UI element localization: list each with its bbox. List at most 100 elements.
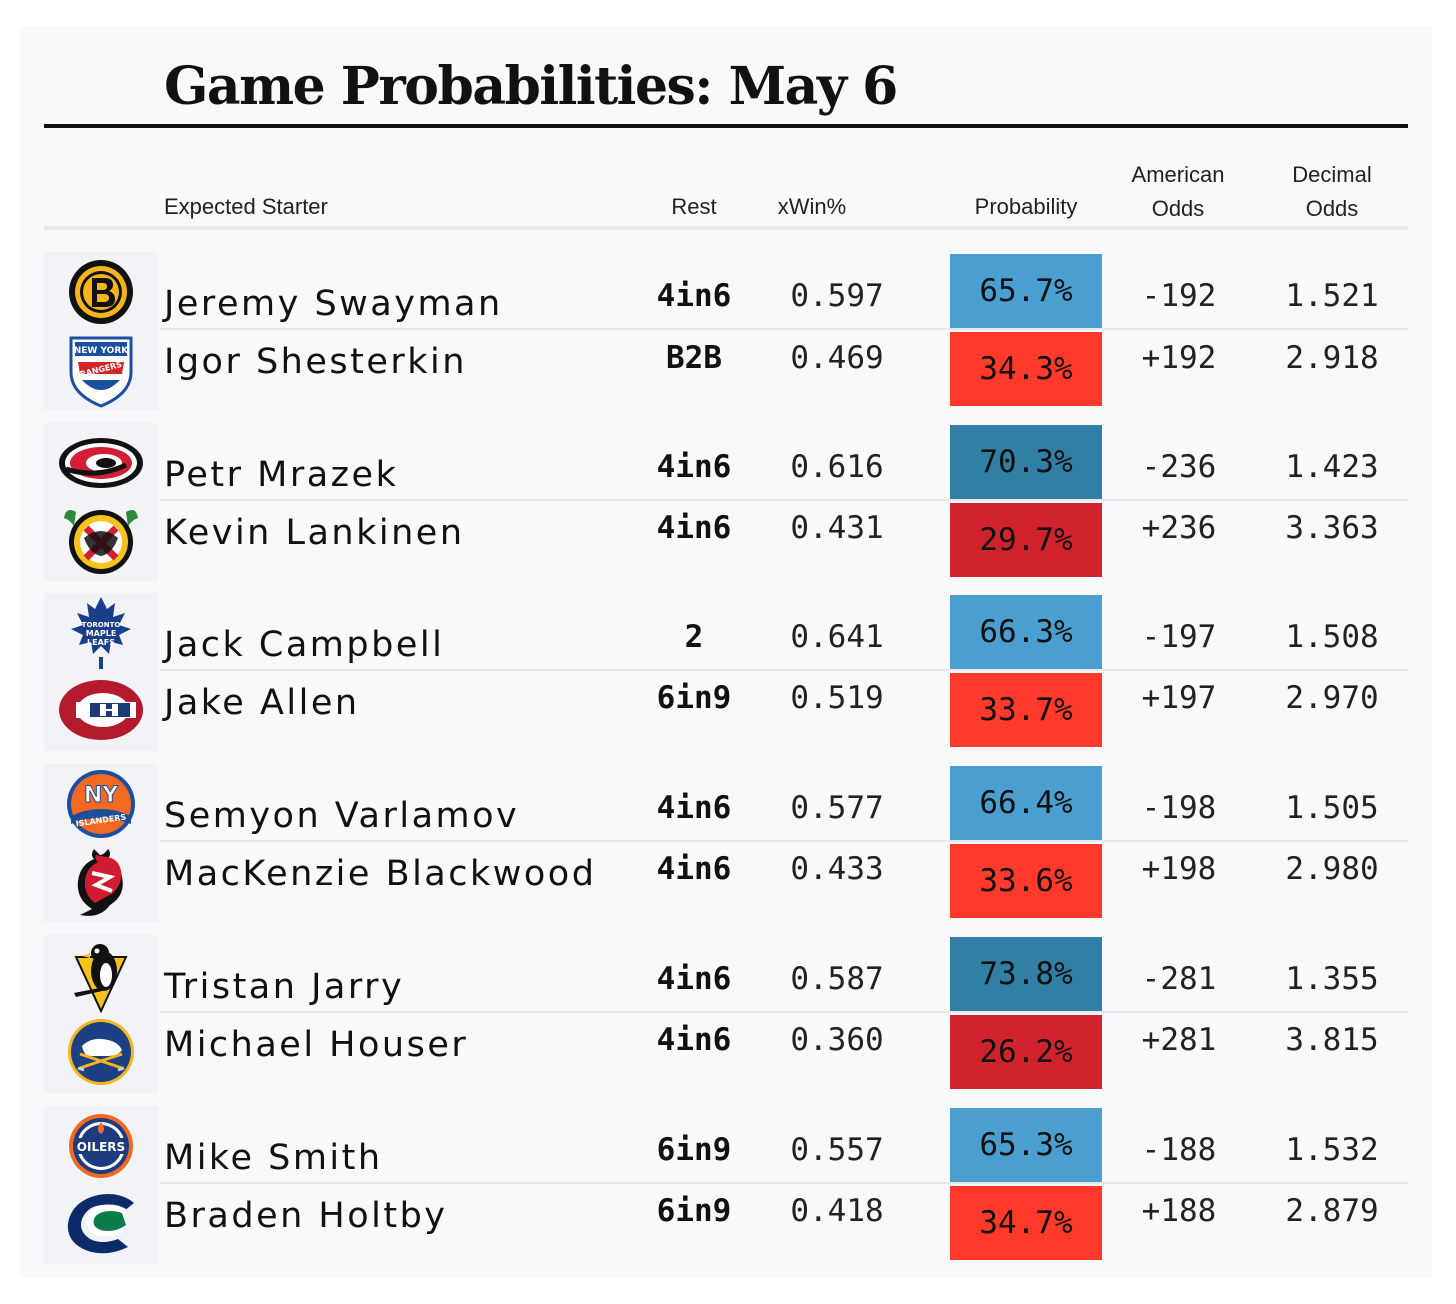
starter-name: Michael Houser bbox=[164, 1025, 469, 1065]
rest-value: 4in6 bbox=[656, 851, 732, 887]
american-odds-value: +188 bbox=[1141, 1193, 1217, 1229]
card-background bbox=[20, 26, 1432, 1278]
row-divider bbox=[160, 499, 1408, 501]
american-odds-value: -236 bbox=[1141, 449, 1217, 485]
column-header-xwin: xWin% bbox=[777, 194, 847, 219]
xwin-value: 0.616 bbox=[790, 449, 884, 485]
column-header-american-odds-line2: Odds bbox=[1151, 196, 1205, 221]
american-odds-value: -197 bbox=[1141, 619, 1217, 655]
starter-name: Tristan Jarry bbox=[164, 967, 405, 1007]
row-divider bbox=[160, 1011, 1408, 1013]
decimal-odds-value: 2.980 bbox=[1285, 851, 1379, 887]
probability-value: 34.3% bbox=[979, 351, 1073, 387]
rest-value: 4in6 bbox=[656, 449, 732, 485]
svg-text:MAPLE: MAPLE bbox=[86, 629, 117, 638]
buffalo-sabres-logo-icon bbox=[68, 1019, 134, 1085]
svg-text:OILERS: OILERS bbox=[77, 1140, 125, 1154]
column-header-decimal-odds-line1: Decimal bbox=[1292, 162, 1372, 187]
probability-value: 70.3% bbox=[979, 444, 1073, 480]
starter-name: Igor Shesterkin bbox=[164, 342, 467, 382]
probability-value: 66.4% bbox=[979, 785, 1073, 821]
probability-cell: 33.7% bbox=[950, 673, 1102, 747]
probability-cell: 70.3% bbox=[950, 425, 1102, 499]
xwin-value: 0.360 bbox=[790, 1022, 884, 1058]
new-jersey-devils-logo-icon bbox=[77, 849, 123, 916]
probability-cell: 29.7% bbox=[950, 503, 1102, 577]
rest-value: 4in6 bbox=[656, 1022, 732, 1058]
starter-name: Braden Holtby bbox=[164, 1196, 448, 1236]
decimal-odds-value: 1.505 bbox=[1285, 790, 1379, 826]
probability-value: 26.2% bbox=[979, 1034, 1073, 1070]
probability-cell: 66.4% bbox=[950, 766, 1102, 840]
starter-name: Petr Mrazek bbox=[164, 455, 399, 495]
xwin-value: 0.519 bbox=[790, 680, 884, 716]
svg-text:NEW YORK: NEW YORK bbox=[74, 346, 130, 356]
decimal-odds-value: 1.521 bbox=[1285, 278, 1379, 314]
svg-text:LEAFS: LEAFS bbox=[87, 638, 115, 647]
american-odds-value: +236 bbox=[1141, 510, 1217, 546]
starter-name: Jake Allen bbox=[164, 683, 360, 723]
xwin-value: 0.557 bbox=[790, 1132, 884, 1168]
american-odds-value: +197 bbox=[1141, 680, 1217, 716]
decimal-odds-value: 2.970 bbox=[1285, 680, 1379, 716]
decimal-odds-value: 3.363 bbox=[1285, 510, 1379, 546]
rest-value: 4in6 bbox=[656, 510, 732, 546]
row-divider bbox=[160, 1182, 1408, 1184]
probability-cell: 34.7% bbox=[950, 1186, 1102, 1260]
starter-name: Mike Smith bbox=[164, 1138, 383, 1178]
american-odds-value: -192 bbox=[1141, 278, 1217, 314]
probability-value: 73.8% bbox=[979, 956, 1073, 992]
column-header-american-odds-line1: American bbox=[1131, 162, 1225, 187]
xwin-value: 0.597 bbox=[790, 278, 884, 314]
rest-value: B2B bbox=[666, 340, 722, 376]
decimal-odds-value: 1.355 bbox=[1285, 961, 1379, 997]
probability-cell: 65.7% bbox=[950, 254, 1102, 328]
decimal-odds-value: 1.508 bbox=[1285, 619, 1379, 655]
rest-value: 6in9 bbox=[656, 1193, 732, 1229]
probability-cell: 34.3% bbox=[950, 332, 1102, 406]
page-title: Game Probabilities: May 6 bbox=[164, 56, 898, 117]
svg-text:NY: NY bbox=[84, 783, 119, 808]
vancouver-canucks-logo-icon bbox=[67, 1194, 134, 1254]
column-header-probability: Probability bbox=[974, 194, 1078, 219]
column-header-starter: Expected Starter bbox=[164, 194, 328, 219]
xwin-value: 0.433 bbox=[790, 851, 884, 887]
title-divider bbox=[44, 124, 1408, 128]
decimal-odds-value: 1.423 bbox=[1285, 449, 1379, 485]
rest-value: 4in6 bbox=[656, 278, 732, 314]
xwin-value: 0.418 bbox=[790, 1193, 884, 1229]
xwin-value: 0.431 bbox=[790, 510, 884, 546]
american-odds-value: +281 bbox=[1141, 1022, 1217, 1058]
decimal-odds-value: 1.532 bbox=[1285, 1132, 1379, 1168]
american-odds-value: +198 bbox=[1141, 851, 1217, 887]
decimal-odds-value: 2.879 bbox=[1285, 1193, 1379, 1229]
probability-value: 29.7% bbox=[979, 522, 1073, 558]
column-header-decimal-odds-line2: Odds bbox=[1305, 196, 1359, 221]
toronto-maple-leafs-logo-icon: TORONTO MAPLE LEAFS bbox=[71, 597, 131, 669]
probability-value: 65.3% bbox=[979, 1127, 1073, 1163]
probability-cell: 33.6% bbox=[950, 844, 1102, 918]
chicago-blackhawks-logo-icon bbox=[64, 510, 138, 574]
probability-value: 65.7% bbox=[979, 273, 1073, 309]
rest-value: 6in9 bbox=[656, 1132, 732, 1168]
new-york-islanders-logo-icon: NY ISLANDERS bbox=[67, 770, 135, 838]
starter-name: Kevin Lankinen bbox=[164, 513, 465, 553]
rest-value: 4in6 bbox=[656, 790, 732, 826]
edmonton-oilers-logo-icon: OILERS bbox=[69, 1114, 133, 1178]
xwin-value: 0.641 bbox=[790, 619, 884, 655]
american-odds-value: +192 bbox=[1141, 340, 1217, 376]
probability-value: 33.7% bbox=[979, 692, 1073, 728]
xwin-value: 0.577 bbox=[790, 790, 884, 826]
row-divider bbox=[160, 840, 1408, 842]
american-odds-value: -188 bbox=[1141, 1132, 1217, 1168]
svg-text:TORONTO: TORONTO bbox=[82, 621, 121, 629]
rest-value: 6in9 bbox=[656, 680, 732, 716]
header-divider bbox=[44, 226, 1408, 230]
pittsburgh-penguins-logo-icon bbox=[74, 944, 128, 1013]
xwin-value: 0.587 bbox=[790, 961, 884, 997]
starter-name: Jack Campbell bbox=[164, 625, 445, 665]
new-york-rangers-logo-icon: NEW YORK RANGERS bbox=[69, 336, 133, 408]
decimal-odds-value: 2.918 bbox=[1285, 340, 1379, 376]
xwin-value: 0.469 bbox=[790, 340, 884, 376]
probability-cell: 26.2% bbox=[950, 1015, 1102, 1089]
